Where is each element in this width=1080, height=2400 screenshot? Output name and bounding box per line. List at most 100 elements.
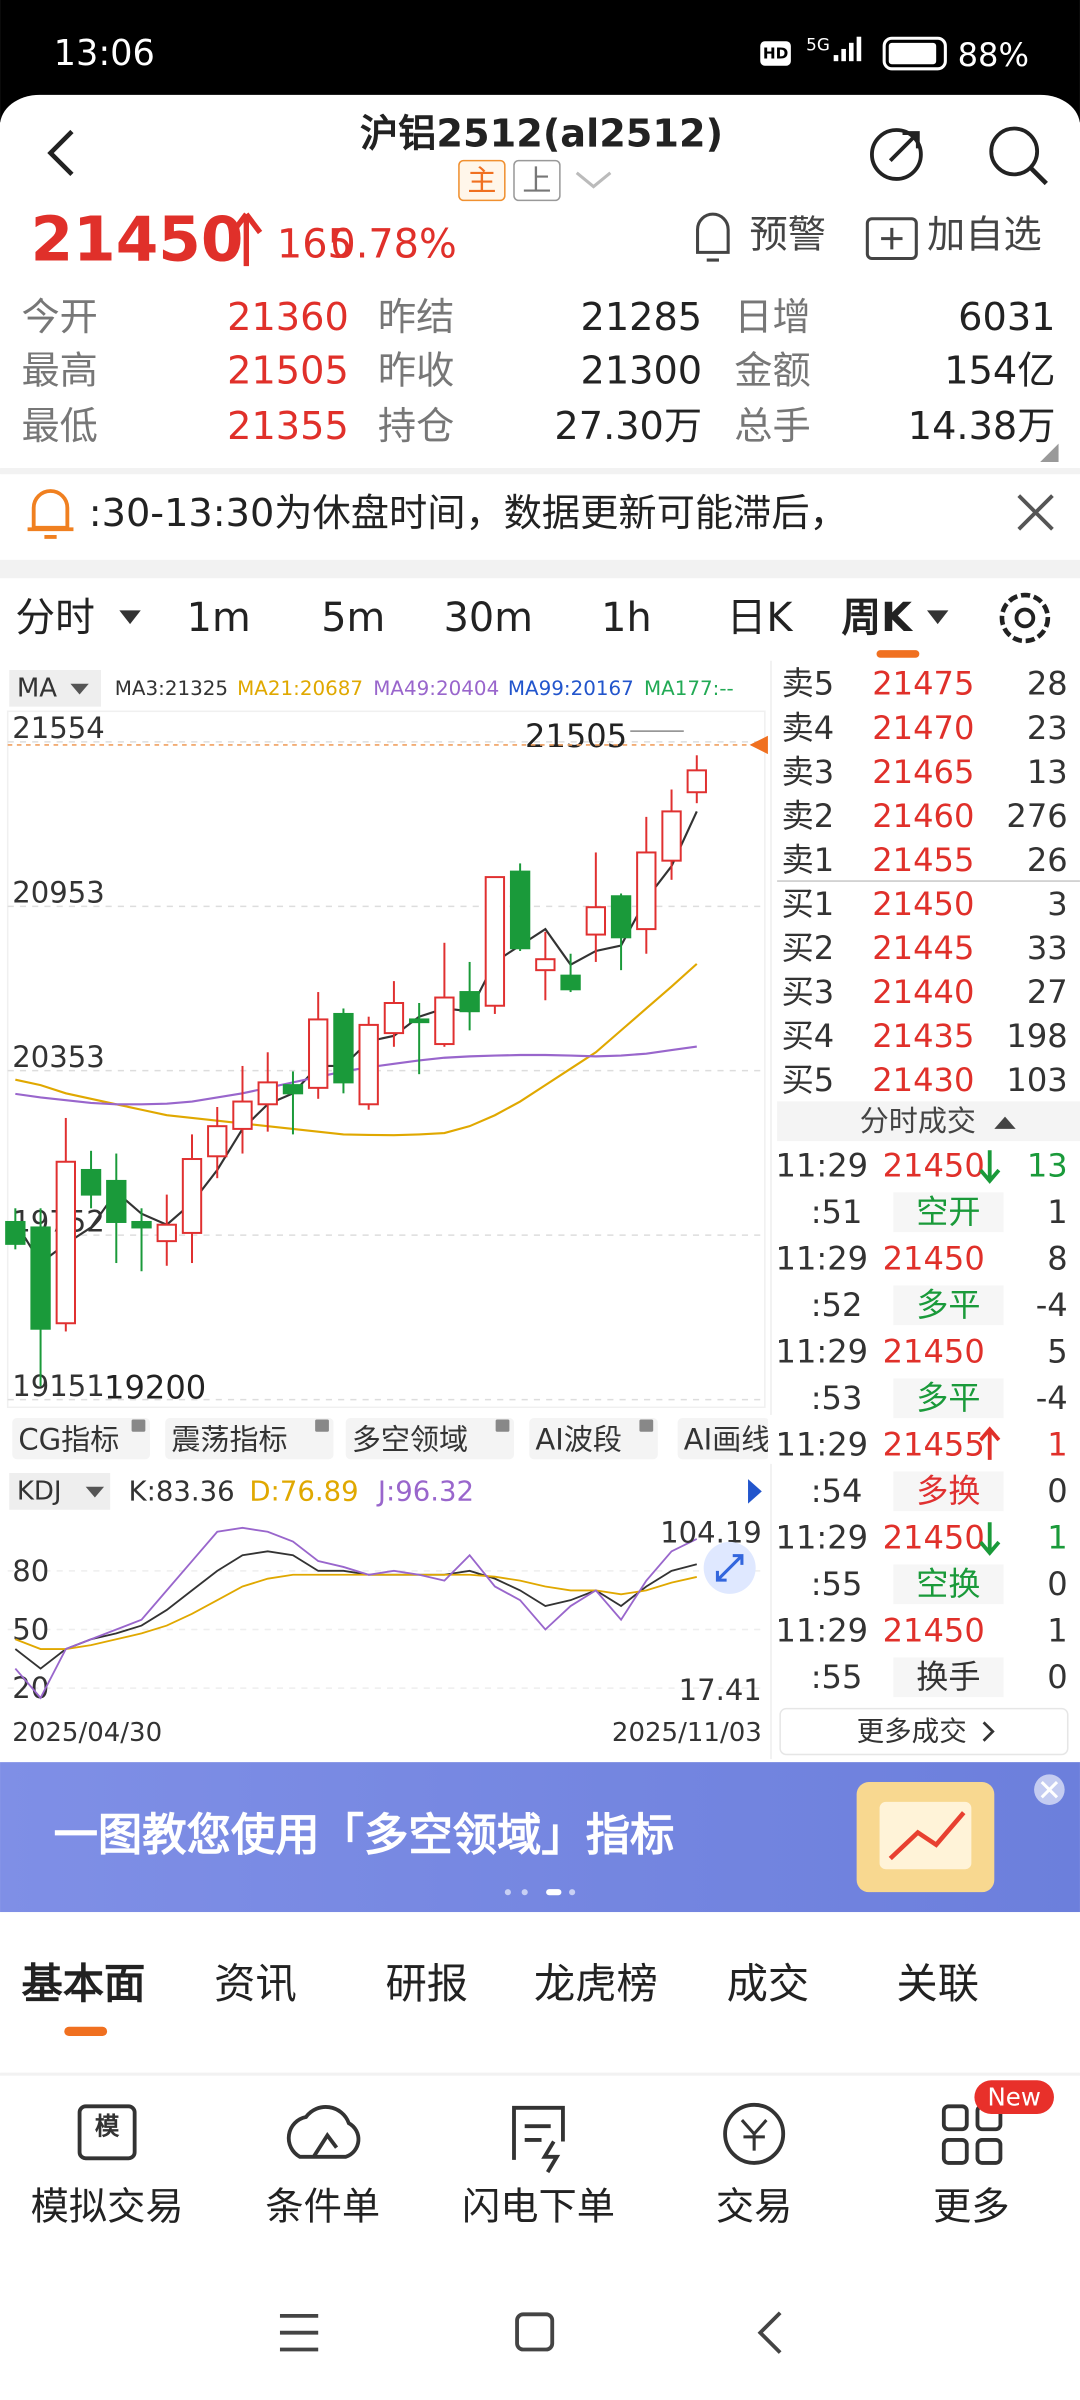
tag-dropdown <box>575 171 612 189</box>
kdj-line <box>14 1526 698 1700</box>
nav-item[interactable]: 模拟交易 <box>31 2185 184 2229</box>
period-tab[interactable]: 5m <box>321 595 385 641</box>
share-icon[interactable] <box>870 128 923 181</box>
kdj-line <box>14 1550 698 1670</box>
trade-kind-bg <box>893 1192 1004 1233</box>
stat-label: 最低 <box>21 405 97 449</box>
trade-price: 21450 <box>883 1240 985 1278</box>
nav-item[interactable]: 更多 <box>933 2185 1009 2229</box>
more-trades-chevron <box>982 1721 995 1742</box>
nav-icon <box>975 2138 1003 2165</box>
period-tab[interactable]: 1h <box>601 595 652 641</box>
trade-kind-bg <box>893 1564 1004 1605</box>
watch-icon[interactable] <box>865 217 918 261</box>
period-dropdown <box>119 610 141 625</box>
candle-body <box>686 769 707 794</box>
indicator-tab-bg[interactable] <box>12 1417 150 1460</box>
book-level: 卖3 <box>782 753 835 791</box>
trade-kind: 空换 <box>916 1565 980 1603</box>
signal-bar <box>841 48 846 62</box>
settings-icon[interactable] <box>999 592 1051 644</box>
content-tab[interactable]: 成交 <box>727 1960 810 2008</box>
nav-item[interactable]: 闪电下单 <box>462 2185 615 2229</box>
ma-selector[interactable] <box>9 669 101 707</box>
candle-body <box>257 1081 278 1106</box>
period-tab[interactable]: 1m <box>187 595 251 641</box>
network-label: 5G <box>806 34 830 54</box>
trade-direction <box>979 1150 1001 1184</box>
content-tab[interactable]: 资讯 <box>214 1960 297 2008</box>
signal-bar <box>848 42 854 62</box>
banner-dot <box>521 1889 528 1896</box>
trade-kind: 多平 <box>916 1379 980 1417</box>
alert-icon[interactable] <box>696 212 730 262</box>
candle-body <box>282 1084 304 1095</box>
trade-kind: 换手 <box>916 1658 980 1696</box>
indicator-tab-bg[interactable] <box>165 1417 334 1460</box>
content-tab[interactable]: 研报 <box>386 1960 469 2008</box>
hd-label: HD <box>763 45 788 63</box>
trade-time: 11:29 <box>776 1426 869 1464</box>
price-marker <box>749 735 768 755</box>
nav-item[interactable]: 条件单 <box>265 2185 380 2229</box>
book-level: 买3 <box>782 973 835 1011</box>
content-tab[interactable]: 基本面 <box>21 1960 145 2008</box>
max-label: 104.19 <box>660 1516 762 1550</box>
watchlist-button[interactable]: 加自选 <box>927 214 1042 258</box>
system-back[interactable] <box>757 2311 782 2354</box>
book-level: 卖1 <box>782 841 835 879</box>
stat-value: 6031 <box>958 296 1055 340</box>
period-tab[interactable]: 30m <box>444 595 533 641</box>
nav-item[interactable]: 交易 <box>716 2185 792 2229</box>
signal-bar <box>833 55 839 62</box>
y-tick-label: 20353 <box>12 1040 104 1074</box>
kdj-label: KDJ <box>17 1476 62 1506</box>
content-tab[interactable]: 关联 <box>896 1960 979 2008</box>
indicator-tab-bg[interactable] <box>529 1417 658 1460</box>
candle-body <box>535 958 556 972</box>
alert-button[interactable]: 预警 <box>750 214 826 258</box>
stat-label: 持仓 <box>378 405 454 449</box>
search-icon[interactable] <box>989 126 1040 177</box>
more-trades-button[interactable] <box>779 1707 1069 1756</box>
book-price: 21445 <box>872 929 974 967</box>
stat-value: 21300 <box>581 350 703 394</box>
nav-icon-text: 模 <box>95 2112 120 2141</box>
trade-time: :55 <box>811 1658 863 1696</box>
indicator-tab-bg[interactable] <box>345 1417 514 1460</box>
stat-label: 今开 <box>21 296 97 340</box>
header-bg <box>0 94 1080 157</box>
candle-body <box>232 1100 253 1130</box>
trade-time: :52 <box>811 1286 863 1324</box>
candle-body <box>383 1002 405 1035</box>
notice-close[interactable] <box>1017 494 1054 531</box>
book-volume: 103 <box>1006 1061 1067 1099</box>
trade-kind-bg <box>893 1285 1004 1326</box>
candle-body <box>156 1223 177 1243</box>
kdj-legend: J:96.32 <box>376 1475 474 1507</box>
share-arrow <box>888 131 920 162</box>
content-tab[interactable]: 龙虎榜 <box>534 1960 658 2008</box>
trade-volume: 5 <box>1047 1333 1067 1371</box>
trade-volume: 8 <box>1047 1240 1067 1278</box>
period-tab[interactable]: 日K <box>727 595 794 641</box>
settings-hub <box>1014 607 1036 629</box>
book-level: 买5 <box>782 1061 835 1099</box>
trade-price: 21450 <box>883 1519 985 1557</box>
trades-header-bg <box>777 1101 1080 1142</box>
lock-icon <box>639 1419 654 1432</box>
lock-icon <box>131 1419 146 1432</box>
trade-kind: 多平 <box>916 1286 980 1324</box>
period-tab[interactable]: 分时 <box>15 595 95 641</box>
ma-label: MA <box>17 673 57 703</box>
period-tab[interactable]: 周K <box>841 595 914 641</box>
indicator-tab-bg[interactable] <box>677 1417 770 1460</box>
system-menu[interactable] <box>279 2313 319 2352</box>
system-home[interactable] <box>515 2312 555 2352</box>
candle-body <box>585 906 607 936</box>
ma-dropdown <box>70 683 89 695</box>
book-volume: 26 <box>1027 841 1068 879</box>
back-button[interactable] <box>47 129 74 177</box>
candle-body <box>509 870 531 950</box>
stat-label: 最高 <box>21 350 97 394</box>
